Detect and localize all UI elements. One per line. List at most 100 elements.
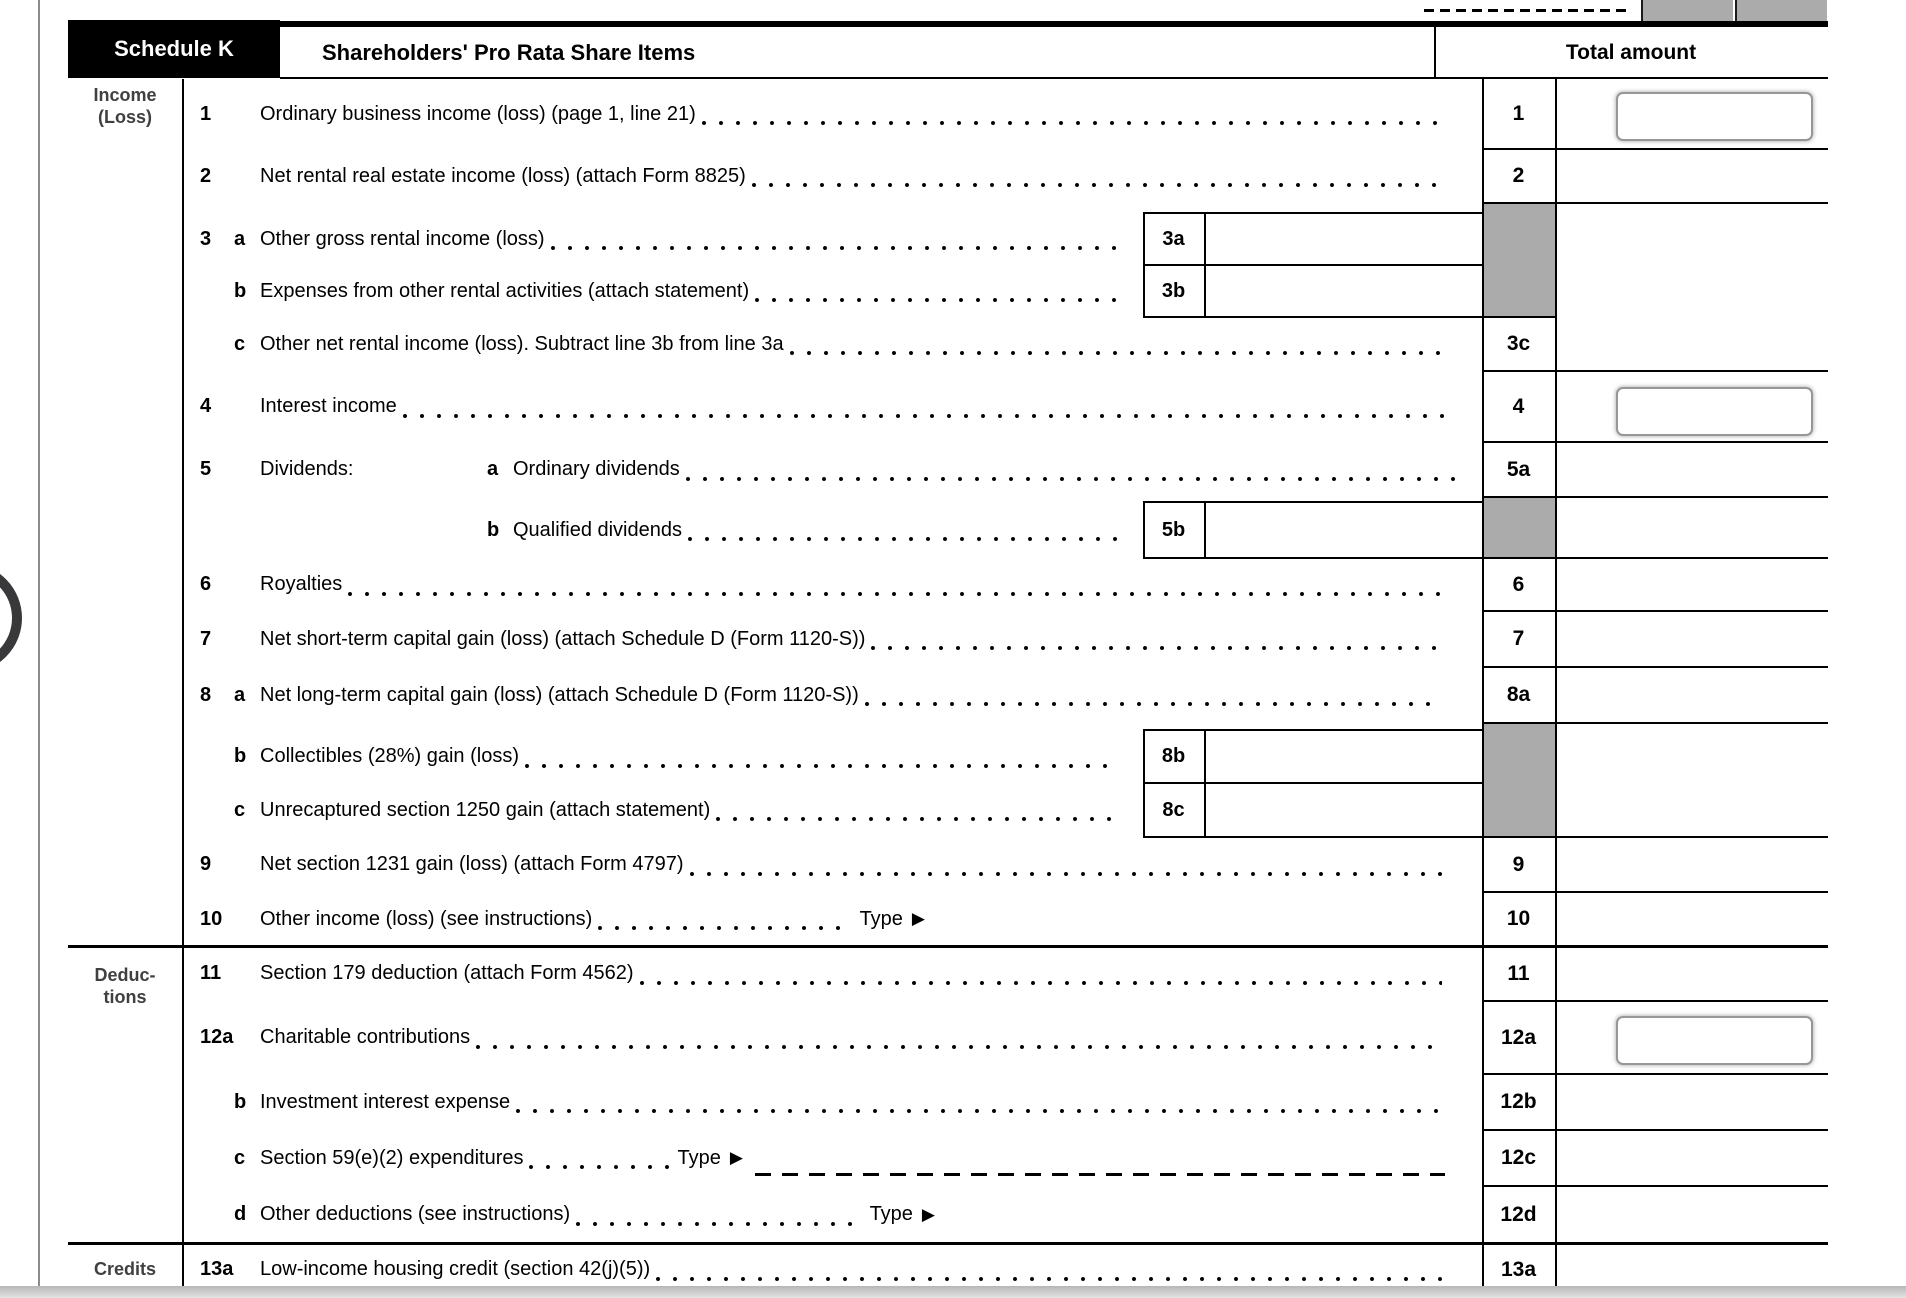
table-line: [1143, 729, 1482, 731]
line-sub-letter: a: [234, 683, 246, 706]
item-description: Low-income housing credit (section 42(j)…: [260, 1258, 651, 1280]
table-line: [1482, 1000, 1828, 1002]
inner-line-label-cell-8b: 8b: [1161, 745, 1186, 767]
section-label-deductions: Deduc- tions: [94, 965, 156, 1007]
row-line-3b: b Expenses from other rental activities (…: [200, 265, 1128, 317]
row-line-12a: 12a Charitable contributions: [200, 1001, 1450, 1074]
line-number: 8: [200, 683, 212, 706]
table-line: [1482, 1129, 1828, 1131]
line-number: 13a: [200, 1258, 234, 1280]
line-sub-letter: b: [487, 518, 500, 541]
item-description: Ordinary business income (loss) (page 1,…: [260, 102, 696, 125]
partial-circle-decoration: [0, 563, 22, 673]
line-number: 6: [200, 573, 212, 595]
table-line: [1143, 836, 1828, 838]
dot-leaders: [639, 980, 1442, 985]
table-line: [1143, 316, 1555, 318]
shaded-cell: [1482, 203, 1555, 317]
line-number: 2: [200, 164, 212, 187]
line-number-cell-12c: 12c: [1500, 1146, 1537, 1169]
line-number-cell-8a: 8a: [1506, 683, 1531, 706]
line-sub-letter: c: [234, 1146, 246, 1169]
dot-leaders: [656, 1276, 1442, 1281]
type-label: Type: [677, 1146, 721, 1169]
row-line-5a: 5 Dividends: a Ordinary dividends: [200, 442, 1468, 497]
dot-leaders: [751, 183, 1442, 187]
item-description: Section 59(e)(2) expenditures: [260, 1146, 524, 1169]
table-line: [182, 79, 184, 1298]
line-number: 4: [200, 395, 212, 417]
type-arrow-icon: ▶: [729, 1148, 743, 1167]
table-line: [1482, 666, 1828, 668]
row-line-6: 6 Royalties: [200, 558, 1455, 611]
table-line: [1204, 212, 1206, 318]
dot-leaders: [598, 926, 852, 930]
row-line-4: 4 Interest income: [200, 371, 1455, 442]
item-description: Investment interest expense: [260, 1090, 511, 1113]
item-description: Expenses from other rental activities (a…: [260, 279, 750, 302]
dot-leaders: [789, 351, 1447, 355]
dot-leaders: [688, 537, 1120, 541]
table-line: [1143, 264, 1482, 266]
line-number: 10: [200, 907, 223, 930]
row-line-1: 1 Ordinary business income (loss) (page 1…: [200, 79, 1450, 149]
top-shaded-cell-remnant: [1735, 0, 1827, 21]
table-line: [1482, 370, 1828, 372]
line-sub-letter: b: [234, 279, 247, 302]
dot-leaders: [402, 413, 1447, 418]
item-description: Other income (loss) (see instructions): [260, 907, 593, 930]
item-description: Ordinary dividends: [513, 458, 680, 480]
item-description: Section 179 deduction (attach Form 4562): [260, 962, 634, 984]
line-number: 7: [200, 627, 212, 650]
table-line: [1482, 891, 1828, 893]
table-line: [1204, 501, 1206, 559]
dot-leaders: [871, 646, 1442, 650]
line-sub-letter: d: [234, 1203, 247, 1225]
table-line: [1143, 782, 1482, 784]
line-number-cell-2: 2: [1512, 164, 1525, 187]
line-number-cell-1: 1: [1512, 102, 1525, 125]
dot-leaders: [685, 476, 1460, 481]
line-sub-letter: b: [234, 1090, 247, 1113]
table-line: [1482, 441, 1828, 443]
dot-leaders: [716, 817, 1120, 821]
line-number: 9: [200, 853, 212, 875]
line-number: 1: [200, 102, 212, 125]
amount-input-line-1[interactable]: [1616, 92, 1813, 141]
dot-leaders: [524, 763, 1120, 768]
row-line-3c: c Other net rental income (loss). Subtrac…: [200, 317, 1455, 371]
item-description: Other deductions (see instructions): [260, 1203, 571, 1225]
table-line: [1143, 501, 1482, 503]
item-description: Interest income: [260, 395, 397, 417]
table-line: [68, 945, 1828, 948]
amount-input-line-4[interactable]: [1616, 387, 1813, 436]
line-number: 12a: [200, 1026, 234, 1048]
item-prefix: Dividends:: [260, 458, 354, 480]
table-line: [1143, 557, 1828, 559]
dot-leaders: [550, 246, 1120, 250]
total-amount-column-header: Total amount: [1565, 41, 1697, 64]
inner-line-label-cell-5b: 5b: [1161, 518, 1186, 541]
item-description: Other gross rental income (loss): [260, 227, 545, 250]
table-line: [1143, 501, 1145, 559]
table-line: [1143, 212, 1145, 318]
top-shaded-cell-remnant: [1641, 0, 1733, 21]
row-line-12b: b Investment interest expense: [200, 1074, 1450, 1130]
row-line-11: 11 Section 179 deduction (attach Form 456…: [200, 946, 1450, 1001]
amount-input-line-12a[interactable]: [1616, 1016, 1813, 1065]
dot-leaders: [864, 702, 1442, 706]
line-sub-letter: a: [487, 458, 499, 480]
row-line-10: 10 Other income (loss) (see instructions)…: [200, 892, 925, 946]
table-line: [1143, 212, 1482, 214]
item-description: Other net rental income (loss). Subtract…: [260, 332, 784, 355]
row-line-5b: b Qualified dividends: [200, 502, 1128, 558]
inner-line-label-cell-8c: 8c: [1162, 798, 1185, 821]
line-number-cell-7: 7: [1512, 627, 1525, 650]
line-number-cell-6: 6: [1512, 572, 1525, 596]
row-line-3a: 3 a Other gross rental income (loss): [200, 213, 1128, 265]
line-sub-letter: c: [234, 798, 246, 821]
row-line-7: 7 Net short-term capital gain (loss) (att…: [200, 611, 1450, 667]
line-number-cell-3c: 3c: [1506, 332, 1531, 355]
row-line-13a: 13a Low-income housing credit (section 42…: [200, 1243, 1450, 1296]
